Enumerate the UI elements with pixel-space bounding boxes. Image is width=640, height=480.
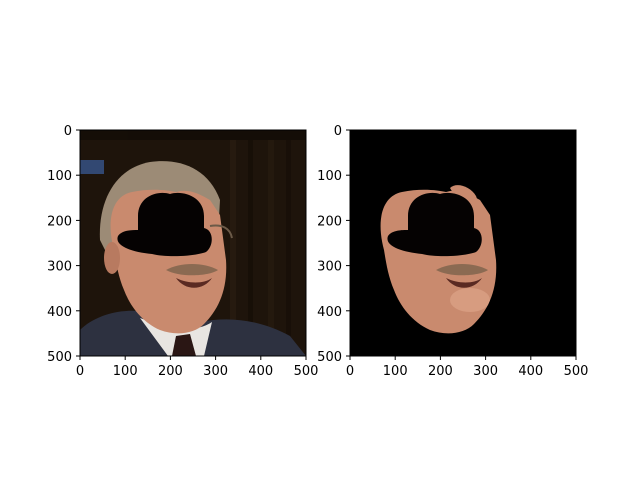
x-tick-label-right-3: 300 — [473, 364, 498, 379]
ticks-left: 0 100 200 300 400 500 0 100 200 300 400 500 — [47, 124, 318, 379]
x-tick-label-left-2: 200 — [158, 364, 183, 379]
image-panel-right — [350, 130, 576, 356]
x-tick-label-left-4: 400 — [248, 364, 273, 379]
x-tick-label-right-5: 500 — [564, 364, 589, 379]
x-tick-label-right-2: 200 — [428, 364, 453, 379]
y-tick-label-right-4: 400 — [317, 305, 342, 320]
y-tick-label-left-0: 0 — [64, 124, 72, 139]
x-tick-label-left-5: 500 — [294, 364, 319, 379]
axes-frame-left — [79, 129, 307, 357]
y-tick-label-right-2: 200 — [317, 214, 342, 229]
axes-frame-right — [349, 129, 577, 357]
y-tick-label-left-5: 500 — [47, 350, 72, 365]
ticks-right: 0 100 200 300 400 500 0 100 200 300 400 500 — [317, 124, 588, 379]
x-tick-label-right-0: 0 — [346, 364, 354, 379]
y-tick-label-right-5: 500 — [317, 350, 342, 365]
y-tick-label-left-1: 100 — [47, 169, 72, 184]
y-tick-label-right-1: 100 — [317, 169, 342, 184]
y-tick-label-left-3: 300 — [47, 260, 72, 275]
x-tick-label-right-1: 100 — [383, 364, 408, 379]
x-tick-label-right-4: 400 — [518, 364, 543, 379]
y-tick-label-right-3: 300 — [317, 260, 342, 275]
y-tick-label-left-2: 200 — [47, 214, 72, 229]
x-tick-label-left-0: 0 — [76, 364, 84, 379]
y-tick-label-right-0: 0 — [334, 124, 342, 139]
x-tick-label-left-3: 300 — [203, 364, 228, 379]
y-tick-label-left-4: 400 — [47, 305, 72, 320]
x-tick-label-left-1: 100 — [113, 364, 138, 379]
image-panel-left — [80, 130, 306, 356]
